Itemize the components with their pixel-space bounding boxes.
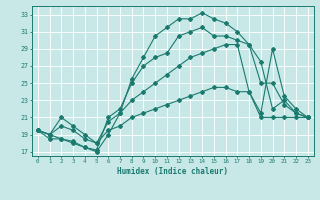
X-axis label: Humidex (Indice chaleur): Humidex (Indice chaleur) xyxy=(117,167,228,176)
